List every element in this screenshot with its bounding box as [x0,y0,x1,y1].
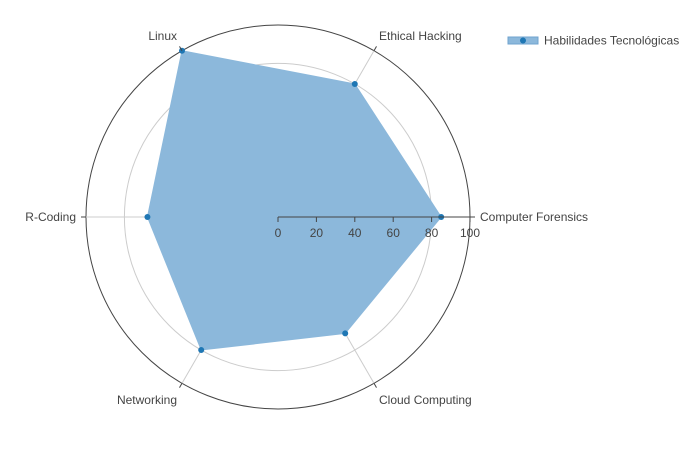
angular-tick-2 [179,46,183,51]
legend[interactable]: Habilidades Tecnológicas [507,34,679,48]
axis-label-linux: Linux [148,29,177,43]
axis-label-cloud-computing: Cloud Computing [379,393,472,407]
axis-label-ethical-hacking: Ethical Hacking [379,29,462,43]
angular-tick-4 [179,383,183,388]
radar-point-1[interactable] [351,80,358,87]
radar-area-series-0 [146,50,442,351]
radar-point-3[interactable] [144,214,151,220]
axis-label-computer-forensics: Computer Forensics [480,210,588,224]
radial-tick-label-80: 80 [425,226,439,240]
legend-swatch-marker [520,37,526,44]
legend-label-habilidades: Habilidades Tecnológicas [544,34,679,48]
radar-point-5[interactable] [342,330,349,337]
radial-tick-label-60: 60 [387,226,401,240]
radial-tick-label-100: 100 [460,226,480,240]
angular-tick-5 [373,383,377,388]
radial-tick-label-0: 0 [275,226,282,240]
radar-point-4[interactable] [198,347,205,354]
axis-labels: Computer Forensics Ethical Hacking Linux R-… [25,29,588,407]
axis-label-r-coding: R-Coding [25,210,76,224]
radial-axis: 0 20 40 60 80 100 [275,216,480,240]
angular-tick-1 [373,46,377,51]
axis-label-networking: Networking [117,393,177,407]
radar-series [144,47,445,354]
radial-tick-label-20: 20 [310,226,324,240]
radial-tick-label-40: 40 [348,226,362,240]
